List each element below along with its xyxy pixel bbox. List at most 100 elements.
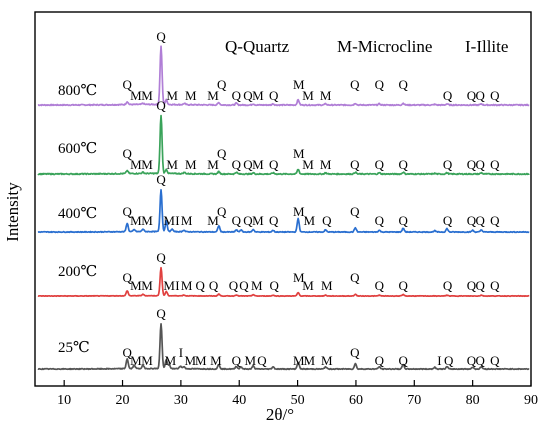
x-axis-label: 2θ/° [266, 405, 294, 424]
peak-label: Q [350, 204, 360, 219]
peak-label: Q [217, 146, 227, 161]
peak-label: M [293, 270, 305, 285]
peak-label: Q [209, 278, 219, 293]
x-tick-label: 90 [524, 393, 538, 408]
peak-label: M [166, 157, 178, 172]
peak-label: I [179, 345, 183, 360]
series-line [37, 188, 530, 234]
peak-label: Q [350, 345, 360, 360]
peak-label: Q [269, 88, 279, 103]
legend-microcline: M-Microcline [337, 37, 432, 56]
peak-label: I [175, 278, 179, 293]
peak-label: Q [375, 157, 385, 172]
x-tick-label: 50 [291, 393, 305, 408]
peak-label: Q [232, 213, 242, 228]
peak-label: Q [443, 278, 453, 293]
peak-label: M [130, 157, 142, 172]
x-tick-label: 40 [232, 393, 246, 408]
peak-label: M [293, 146, 305, 161]
peak-label: Q [243, 88, 253, 103]
peak-label: Q [350, 157, 360, 172]
peak-label: Q [467, 157, 477, 172]
series-temperature-label: 800℃ [58, 83, 97, 99]
peak-label: M [163, 278, 175, 293]
peak-label: Q [232, 88, 242, 103]
x-axis-ticks [63, 380, 532, 386]
peak-label: Q [350, 270, 360, 285]
peak-label: M [130, 88, 142, 103]
peak-label: Q [476, 88, 486, 103]
peak-label: Q [443, 157, 453, 172]
peak-label: Q [476, 353, 486, 368]
peak-label: Q [243, 157, 253, 172]
peak-label: Q [467, 88, 477, 103]
peak-label: M [293, 204, 305, 219]
x-axis-tick-labels: 10 20 30 40 50 60 70 80 90 [57, 393, 538, 408]
peak-label: Q [490, 213, 500, 228]
peak-label: Q [257, 353, 267, 368]
series-temperature-label: 25℃ [58, 340, 90, 356]
series-line [37, 45, 530, 107]
peak-label: M [252, 157, 264, 172]
peak-label: Q [269, 157, 279, 172]
x-tick-label: 20 [116, 393, 130, 408]
peak-label: Q [399, 213, 409, 228]
peak-label: M [185, 157, 197, 172]
series-line [37, 266, 530, 298]
peak-label: Q [375, 278, 385, 293]
peak-label: Q [490, 88, 500, 103]
peak-label: Q [270, 278, 280, 293]
peak-label: M [320, 88, 332, 103]
series-temperature-label: 200℃ [58, 264, 97, 280]
peak-label: I [175, 213, 179, 228]
x-tick-label: 80 [466, 393, 480, 408]
peak-label: M [207, 213, 219, 228]
x-tick-label: 10 [57, 393, 71, 408]
peak-label: Q [217, 77, 227, 92]
peak-label: M [207, 88, 219, 103]
legend-quartz: Q-Quartz [225, 37, 290, 56]
peak-label: Q [490, 353, 500, 368]
peak-label: Q [123, 204, 133, 219]
x-tick-label: 30 [174, 393, 188, 408]
peak-label: M [141, 353, 153, 368]
peak-label: M [207, 157, 219, 172]
peak-label: Q [156, 29, 166, 44]
peak-label: I [437, 353, 441, 368]
peak-label: Q [444, 353, 454, 368]
peak-label: Q [156, 172, 166, 187]
peak-label: Q [229, 278, 239, 293]
peak-label: M [141, 157, 153, 172]
peak-label: Q [443, 213, 453, 228]
peak-label: M [321, 278, 333, 293]
x-tick-label: 60 [349, 393, 363, 408]
peak-label: M [251, 278, 263, 293]
peak-label: M [195, 353, 207, 368]
peak-label: M [141, 213, 153, 228]
peak-label: M [181, 278, 193, 293]
peak-label: Q [156, 306, 166, 321]
peak-label: M [185, 88, 197, 103]
peak-label: M [293, 353, 305, 368]
peak-label: Q [476, 157, 486, 172]
series-line [37, 322, 530, 371]
peak-label: M [293, 77, 305, 92]
peak-label: M [141, 278, 153, 293]
peak-label: M [302, 88, 314, 103]
peak-label: M [141, 88, 153, 103]
legend-illite: I-Illite [465, 37, 508, 56]
peak-label: M [210, 353, 222, 368]
series-temperature-label: 400℃ [58, 206, 97, 222]
peak-label: Q [399, 77, 409, 92]
peak-label: Q [123, 146, 133, 161]
series-line [37, 114, 530, 176]
peak-label: Q [156, 98, 166, 113]
peak-label: Q [476, 278, 486, 293]
peak-label: Q [467, 353, 477, 368]
peak-label: M [321, 353, 333, 368]
peak-label: Q [232, 157, 242, 172]
peak-label: Q [375, 353, 385, 368]
peak-label: M [245, 353, 257, 368]
y-axis-label: Intensity [3, 182, 22, 242]
